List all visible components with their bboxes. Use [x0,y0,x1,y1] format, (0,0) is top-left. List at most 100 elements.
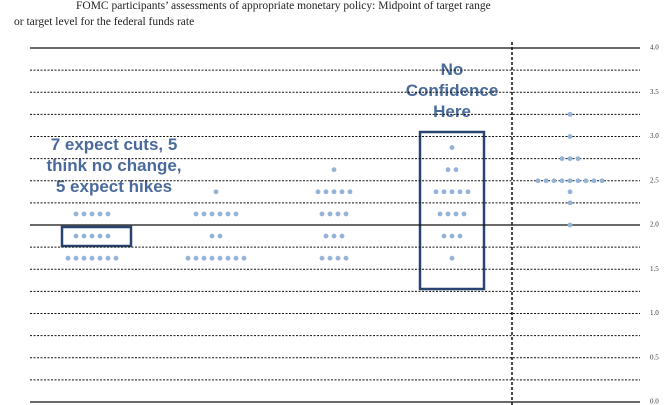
dot [567,222,573,228]
annotation: 7 expect cuts, 5 think no change, 5 expect… [46,135,181,196]
dot [453,211,459,217]
dot [89,211,95,217]
dot [65,255,71,261]
dot [457,233,463,239]
dot [201,211,207,217]
y-tick-label: 4.0 [650,44,659,52]
dot [343,255,349,261]
dot [323,189,329,195]
dot [441,189,447,195]
dot [567,156,573,162]
y-tick-label: 2.0 [650,221,659,229]
dot [559,178,565,184]
y-tick-label: 1.5 [650,265,659,273]
dot [591,178,597,184]
dot [185,255,191,261]
dot [233,211,239,217]
dot [319,255,325,261]
highlight-box [418,130,486,291]
y-tick-label: 0.5 [650,353,659,361]
chart-subtitle: or target level for the federal funds ra… [14,16,194,28]
dot [433,189,439,195]
dot [457,189,463,195]
dot [217,255,223,261]
dot [327,211,333,217]
dot [73,211,79,217]
dot [453,167,459,173]
dot [343,211,349,217]
dot [437,211,443,217]
dot [567,189,573,195]
dot [89,255,95,261]
y-tick-label: 2.5 [650,176,659,184]
highlight-box [60,225,133,248]
dot [461,211,467,217]
dot [331,189,337,195]
dot [559,156,565,162]
dot [319,211,325,217]
dot [233,255,239,261]
dot [225,255,231,261]
dot [465,189,471,195]
dot [73,233,79,239]
dot [339,189,345,195]
dot [567,134,573,139]
dot [449,145,455,150]
dot [599,178,605,184]
dot [89,233,95,239]
dot [97,211,103,217]
annotation-line: 5 expect hikes [56,177,172,196]
dot [449,255,455,261]
dot [339,233,345,239]
dot [441,233,447,239]
dot [193,211,199,217]
dot [105,211,111,217]
annotation-line: No [441,60,464,79]
dot [567,178,573,184]
dot [209,211,215,217]
dot [105,255,111,261]
dot [105,233,111,239]
dot [445,167,451,173]
dot [217,211,223,217]
dot [347,189,353,195]
y-tick-label: 3.5 [650,88,659,96]
dot [327,255,333,261]
dot [535,178,541,184]
dot [97,233,103,239]
dot [335,255,341,261]
dot [97,255,103,261]
dot [449,189,455,195]
dot [209,255,215,261]
dot [113,255,119,261]
dot [81,233,87,239]
y-tick-label: 0.0 [650,398,659,405]
y-tick-label: 1.0 [650,309,659,317]
dot [331,167,337,173]
annotation-line: 7 expect cuts, 5 [51,135,178,154]
dot [217,233,223,239]
dot [315,189,321,195]
annotation-line: Here [433,102,471,121]
dot [331,233,337,239]
dot [323,233,329,239]
dot [449,233,455,239]
dot [335,211,341,217]
dot [575,156,581,162]
dot [81,255,87,261]
dot [551,178,557,184]
dot [201,255,207,261]
dot [567,200,573,206]
dot [209,233,215,239]
dot [241,255,247,261]
dot [213,189,219,195]
dot [445,211,451,217]
dot [193,255,199,261]
annotation-line: think no change, [46,156,181,175]
annotation-line: Confidence [406,81,499,100]
dot [575,178,581,184]
chart-title: FOMC participants’ assessments of approp… [76,0,491,12]
dot [73,255,79,261]
dot [567,111,573,117]
